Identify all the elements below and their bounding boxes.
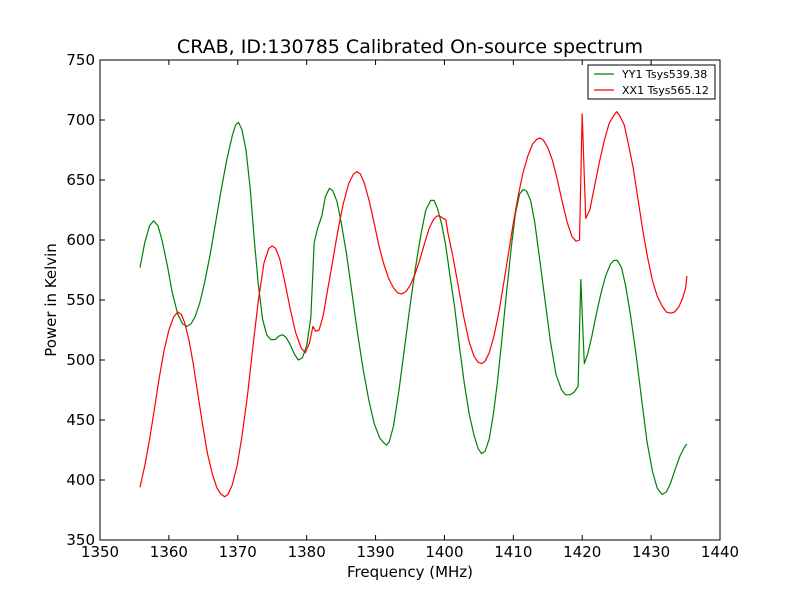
plot-frame xyxy=(99,59,721,541)
y-tick-label: 750 xyxy=(66,51,95,69)
y-axis-label: Power in Kelvin xyxy=(42,243,60,357)
y-tick-label: 500 xyxy=(66,351,95,369)
x-tick-label: 1360 xyxy=(150,543,188,561)
y-tick-label: 550 xyxy=(66,291,95,309)
legend-label-xx1: XX1 Tsys565.12 xyxy=(622,84,709,97)
y-tick-label: 600 xyxy=(66,231,95,249)
y-tick-label: 350 xyxy=(66,531,95,549)
x-tick-label: 1380 xyxy=(288,543,326,561)
y-tick-label: 700 xyxy=(66,111,95,129)
x-tick-label: 1350 xyxy=(81,543,119,561)
y-tick-label: 450 xyxy=(66,411,95,429)
legend-box xyxy=(587,64,716,100)
legend: YY1 Tsys539.38 XX1 Tsys565.12 xyxy=(587,64,716,100)
x-axis: 1350 1360 1370 1380 1390 1400 1410 1420 1430 1440 xyxy=(81,60,739,561)
x-tick-label: 1410 xyxy=(494,543,532,561)
x-tick-label: 1430 xyxy=(632,543,670,561)
x-tick-label: 1440 xyxy=(701,543,739,561)
series-line-yy1 xyxy=(139,121,688,495)
x-axis-label: Frequency (MHz) xyxy=(347,563,473,581)
y-tick-label: 400 xyxy=(66,471,95,489)
chart-title: CRAB, ID:130785 Calibrated On-source spe… xyxy=(177,36,643,58)
series-line-xx1 xyxy=(139,110,688,498)
y-axis: 350 400 450 500 550 600 650 700 750 xyxy=(66,51,720,549)
x-tick-label: 1370 xyxy=(219,543,257,561)
x-tick-label: 1420 xyxy=(563,543,601,561)
x-tick-label: 1390 xyxy=(356,543,394,561)
series-layer xyxy=(139,110,688,498)
x-tick-label: 1400 xyxy=(425,543,463,561)
legend-label-yy1: YY1 Tsys539.38 xyxy=(621,68,707,81)
y-tick-label: 650 xyxy=(66,171,95,189)
